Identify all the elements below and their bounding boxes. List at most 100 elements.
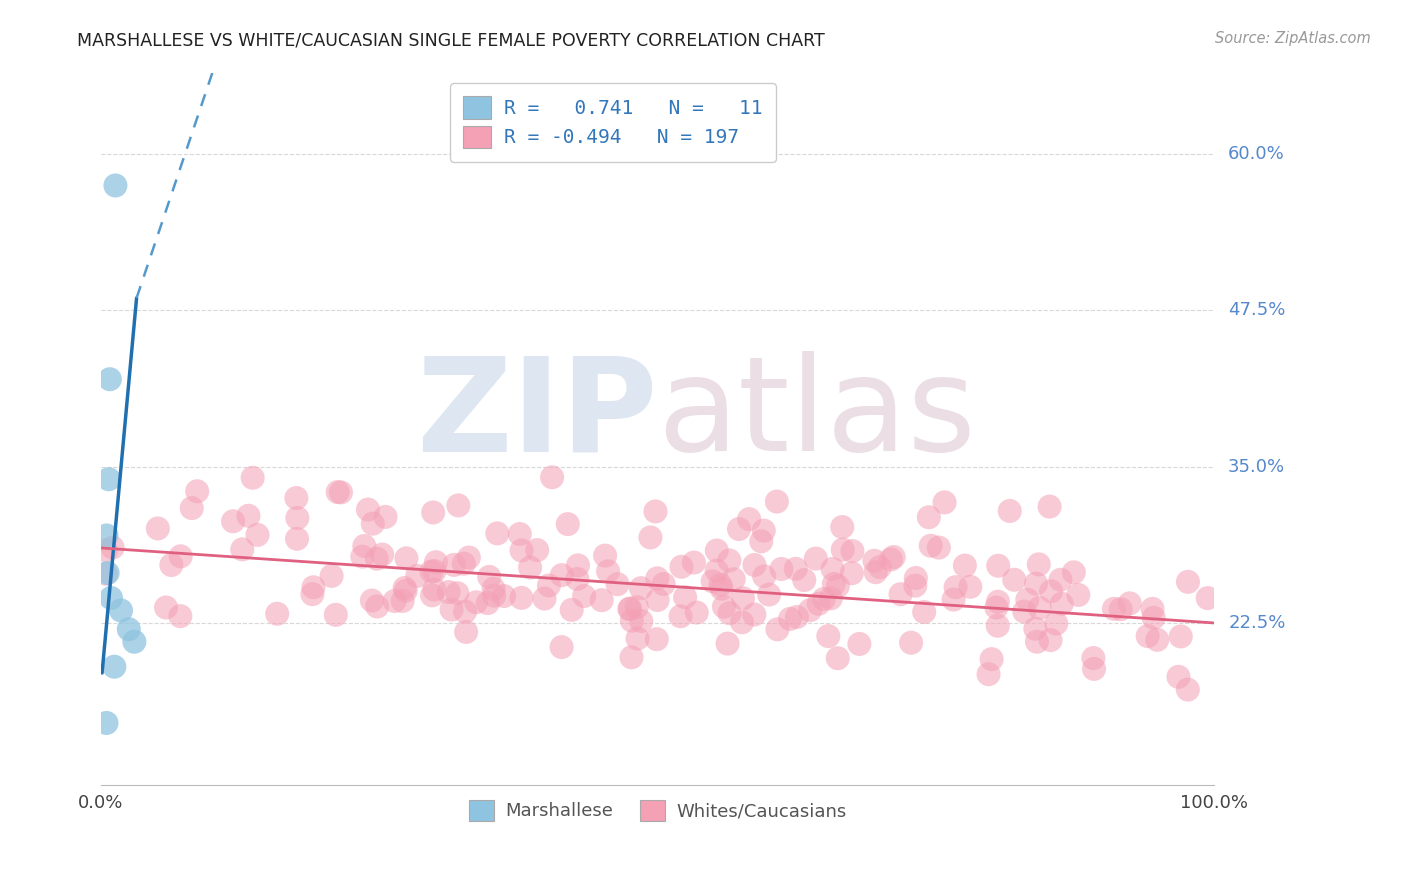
Point (640, 530, 662, 544)
Point (423, 582, 446, 597)
Point (557, 517, 579, 532)
Point (1167, 670, 1189, 684)
Point (357, 502, 380, 516)
Point (709, 578, 731, 592)
Text: MARSHALLESE VS WHITE/CAUCASIAN SINGLE FEMALE POVERTY CORRELATION CHART: MARSHALLESE VS WHITE/CAUCASIAN SINGLE FE… (77, 31, 825, 49)
Point (754, 569, 776, 583)
Point (619, 602, 641, 616)
Point (817, 629, 839, 643)
Point (880, 552, 903, 566)
Point (395, 583, 418, 598)
Point (723, 572, 745, 586)
Point (980, 652, 1002, 666)
Point (630, 581, 652, 595)
Point (821, 562, 844, 576)
Point (912, 605, 935, 619)
Point (100, 591, 122, 605)
Point (1136, 629, 1159, 643)
Point (953, 558, 976, 573)
Point (1040, 584, 1063, 599)
Point (718, 606, 741, 620)
Point (170, 549, 193, 564)
Point (478, 570, 501, 584)
Point (591, 593, 613, 607)
Point (593, 549, 616, 563)
Point (96, 715, 118, 730)
Point (1102, 602, 1125, 616)
Point (360, 593, 382, 607)
Point (904, 579, 927, 593)
Point (97, 472, 120, 486)
Point (669, 609, 692, 624)
Point (101, 541, 124, 555)
Point (420, 565, 443, 579)
Point (1109, 602, 1132, 616)
Point (482, 589, 505, 603)
Point (1083, 662, 1105, 676)
Point (710, 582, 733, 596)
Point (437, 585, 460, 599)
Text: ZIP: ZIP (416, 351, 658, 478)
Point (246, 528, 269, 542)
Point (510, 543, 533, 558)
Point (626, 632, 648, 646)
Point (477, 596, 499, 610)
Point (454, 605, 477, 619)
Point (820, 591, 842, 606)
Point (361, 516, 384, 531)
Point (841, 566, 863, 581)
Point (1118, 596, 1140, 610)
Point (841, 544, 863, 558)
Point (596, 564, 619, 578)
Point (928, 541, 950, 555)
Point (96, 528, 118, 542)
Point (425, 555, 447, 569)
Point (371, 548, 394, 562)
Point (186, 484, 208, 499)
Point (793, 573, 815, 587)
Point (827, 579, 849, 593)
Point (104, 178, 127, 193)
Point (330, 485, 353, 500)
Point (713, 599, 735, 614)
Point (900, 636, 922, 650)
Point (918, 510, 941, 524)
Point (180, 501, 202, 516)
Point (391, 594, 413, 608)
Point (94, 543, 117, 558)
Point (423, 564, 446, 578)
Point (786, 610, 808, 624)
Point (652, 577, 675, 591)
Point (986, 600, 1008, 615)
Point (98, 372, 121, 386)
Point (848, 637, 870, 651)
Point (1002, 573, 1025, 587)
Point (567, 558, 589, 573)
Point (285, 491, 308, 505)
Point (799, 603, 821, 617)
Point (766, 494, 789, 508)
Point (169, 609, 191, 624)
Text: Source: ZipAtlas.com: Source: ZipAtlas.com (1215, 31, 1371, 46)
Point (645, 571, 668, 585)
Point (606, 577, 628, 591)
Point (94, 566, 117, 581)
Point (406, 569, 429, 583)
Point (453, 557, 475, 571)
Point (807, 597, 830, 611)
Point (731, 615, 754, 630)
Point (1050, 597, 1073, 611)
Point (492, 589, 515, 603)
Legend: Marshallese, Whites/Caucasians: Marshallese, Whites/Caucasians (460, 791, 855, 830)
Point (1083, 651, 1105, 665)
Point (302, 580, 325, 594)
Text: 47.5%: 47.5% (1229, 301, 1285, 319)
Point (446, 586, 468, 600)
Point (321, 569, 343, 583)
Point (285, 532, 308, 546)
Point (231, 542, 253, 557)
Point (1014, 605, 1036, 619)
Point (920, 539, 942, 553)
Point (1028, 601, 1050, 615)
Point (1039, 633, 1062, 648)
